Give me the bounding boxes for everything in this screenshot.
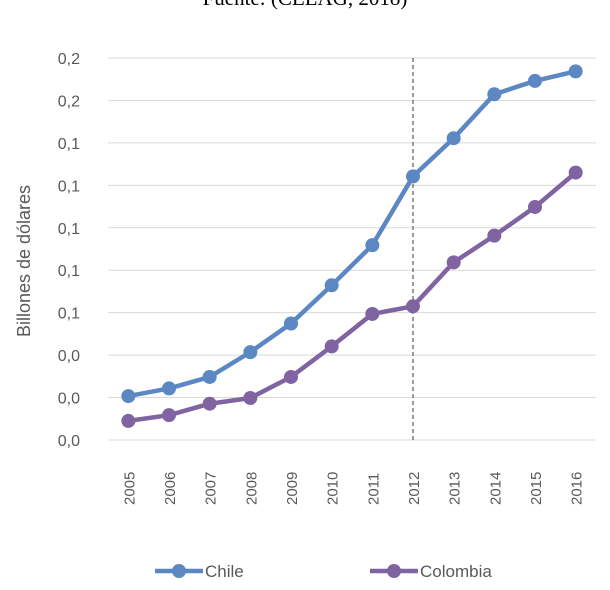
legend-marker xyxy=(387,564,401,578)
series-group xyxy=(121,64,583,428)
y-tick-label: 0,1 xyxy=(58,136,80,153)
data-point xyxy=(284,369,298,384)
data-point xyxy=(202,369,217,384)
series-line xyxy=(127,69,577,399)
data-point xyxy=(446,255,461,270)
series-line xyxy=(128,170,578,424)
x-tick-label: 2009 xyxy=(284,472,301,505)
legend-item-colombia: Colombia xyxy=(370,562,492,581)
series-chile xyxy=(121,64,583,404)
data-point xyxy=(528,73,542,88)
x-tick-label: 2010 xyxy=(325,472,342,505)
data-point xyxy=(243,345,258,360)
x-tick-label: 2006 xyxy=(162,472,179,505)
data-point xyxy=(162,408,176,423)
series-colombia xyxy=(121,165,583,428)
data-point xyxy=(324,339,339,354)
source-caption: Fuente: (CELAG, 2018) xyxy=(0,0,610,11)
y-tick-label: 0,1 xyxy=(58,221,80,238)
data-point xyxy=(162,381,176,396)
y-tick-label: 0,1 xyxy=(58,263,80,280)
x-tick-label: 2008 xyxy=(243,472,260,505)
y-tick-label: 0,0 xyxy=(58,391,80,408)
data-point xyxy=(528,199,542,214)
x-tick-label: 2012 xyxy=(406,472,423,505)
x-tick-label: 2005 xyxy=(121,472,138,505)
y-tick-label: 0,1 xyxy=(58,306,80,323)
x-tick-label: 2014 xyxy=(487,472,504,505)
y-axis-label: Billones de dólares xyxy=(14,185,34,337)
legend-label: Chile xyxy=(205,562,244,581)
gridlines xyxy=(108,57,596,441)
data-point xyxy=(568,64,583,79)
y-tick-label: 0,2 xyxy=(58,93,80,110)
data-point xyxy=(365,238,380,253)
legend-label: Colombia xyxy=(420,562,492,581)
x-tick-label: 2016 xyxy=(569,472,586,505)
y-axis-ticks: 0,2 0,2 0,1 0,1 0,1 0,1 0,1 0,0 0,0 0,0 xyxy=(58,51,80,450)
x-tick-label: 2011 xyxy=(365,473,382,505)
data-point xyxy=(202,396,217,411)
data-point xyxy=(284,316,298,331)
y-tick-label: 0,2 xyxy=(58,51,80,68)
legend-marker xyxy=(172,564,186,578)
data-point xyxy=(446,131,461,146)
x-tick-label: 2013 xyxy=(447,472,464,505)
data-point xyxy=(365,306,380,321)
x-axis-ticks: 2005 2006 2007 2008 2009 2010 2011 2012 2013 2014… xyxy=(121,472,585,505)
data-point xyxy=(487,228,502,243)
data-point xyxy=(406,169,420,184)
data-point xyxy=(243,390,258,405)
data-point xyxy=(406,299,420,314)
data-point xyxy=(487,87,502,102)
y-tick-label: 0,1 xyxy=(58,178,80,195)
legend-item-chile: Chile xyxy=(155,562,244,581)
data-point xyxy=(121,389,136,404)
y-tick-label: 0,0 xyxy=(58,348,80,365)
x-tick-label: 2015 xyxy=(528,472,545,505)
y-tick-label: 0,0 xyxy=(58,433,80,450)
data-point xyxy=(324,278,339,293)
data-point xyxy=(568,165,583,180)
legend: Chile Colombia xyxy=(155,562,492,581)
data-point xyxy=(121,413,136,428)
x-tick-label: 2007 xyxy=(203,472,220,505)
